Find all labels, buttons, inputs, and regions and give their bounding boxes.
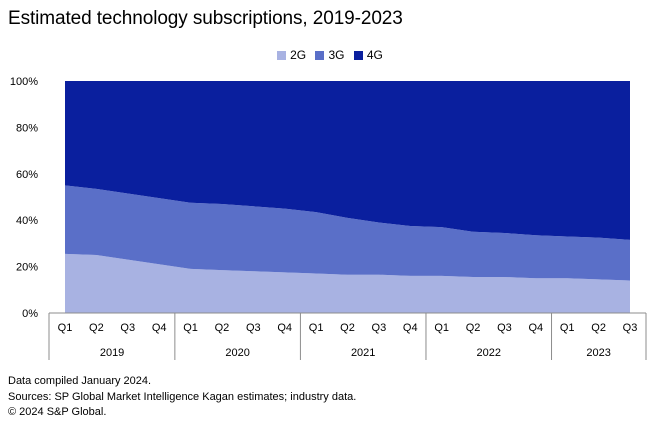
x-tick-label: Q4 [152,322,167,334]
year-label: 2021 [351,347,375,359]
x-tick-label: Q2 [591,322,606,334]
x-tick-label: Q4 [403,322,418,334]
x-tick-label: Q1 [58,322,73,334]
x-tick-label: Q1 [309,322,324,334]
area-series-4g [65,81,630,240]
y-tick-label: 100% [10,76,38,88]
x-tick-label: Q4 [277,322,292,334]
legend-swatch-3g [315,51,325,60]
year-label: 2020 [225,347,249,359]
x-tick-label: Q1 [560,322,575,334]
legend-label-3g: 3G [328,48,345,62]
year-label: 2019 [100,347,124,359]
area-series-3g [65,185,630,281]
x-tick-label: Q2 [466,322,481,334]
x-tick-label: Q3 [372,322,387,334]
footer-copyright: © 2024 S&P Global. [8,406,107,418]
x-tick-label: Q3 [623,322,638,334]
legend: 2G 3G 4G [0,48,660,62]
x-tick-label: Q3 [120,322,135,334]
y-tick-label: 0% [22,308,38,320]
y-tick-label: 20% [16,262,38,274]
x-tick-label: Q2 [215,322,230,334]
x-tick-label: Q3 [246,322,261,334]
x-tick-label: Q3 [497,322,512,334]
x-tick-label: Q2 [340,322,355,334]
legend-item-3g: 3G [315,48,345,62]
x-tick-label: Q2 [89,322,104,334]
year-label: 2023 [586,347,610,359]
x-tick-label: Q1 [183,322,198,334]
footer-compiled-note: Data compiled January 2024. [8,375,152,387]
footer-sources-note: Sources: SP Global Market Intelligence K… [8,390,357,403]
x-tick-label: Q4 [528,322,543,334]
legend-item-4g: 4G [353,48,383,62]
y-tick-label: 80% [16,122,38,134]
year-label: 2022 [477,347,501,359]
y-tick-label: 40% [16,215,38,227]
legend-item-2g: 2G [277,48,306,62]
x-tick-label: Q1 [434,322,449,334]
legend-swatch-2g [277,51,287,60]
chart-title: Estimated technology subscriptions, 2019… [8,8,403,29]
legend-swatch-4g [353,51,363,60]
area-series-2g [65,253,630,313]
legend-label-4g: 4G [366,48,383,62]
legend-label-2g: 2G [290,48,307,62]
y-tick-label: 60% [16,169,38,181]
footer-notes: Data compiled January 2024. Sources: SP … [8,374,356,421]
